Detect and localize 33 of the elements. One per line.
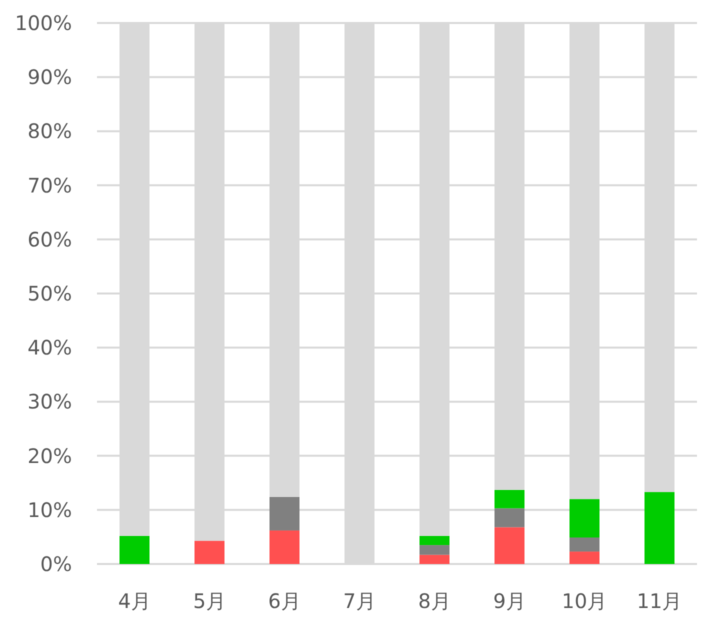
- y-tick-label: 20%: [28, 444, 72, 468]
- bar: [494, 508, 524, 528]
- bar: [494, 527, 524, 564]
- bar: [194, 540, 224, 564]
- bar: [644, 492, 674, 564]
- y-tick-label: 60%: [28, 227, 72, 252]
- x-tick-label: 11月: [636, 589, 682, 613]
- y-tick-label: 100%: [14, 11, 72, 35]
- y-tick-label: 90%: [28, 65, 72, 90]
- x-tick-label: 10月: [562, 589, 608, 613]
- x-tick-label: 8月: [418, 589, 451, 613]
- x-tick-label: 5月: [193, 589, 226, 613]
- y-tick-label: 40%: [28, 336, 72, 360]
- bar: [420, 536, 450, 546]
- x-tick-label: 9月: [493, 589, 526, 613]
- bar: [570, 499, 600, 538]
- x-tick-label: 7月: [343, 589, 376, 613]
- bar: [270, 530, 300, 564]
- y-tick-label: 30%: [28, 390, 72, 414]
- bar: [270, 496, 300, 530]
- y-tick-label: 80%: [28, 119, 72, 144]
- x-tick-label: 6月: [268, 589, 301, 613]
- bar: [570, 537, 600, 552]
- y-tick-label: 70%: [28, 173, 72, 198]
- y-tick-label: 10%: [28, 498, 72, 522]
- bar: [120, 536, 150, 564]
- x-tick-label: 4月: [118, 589, 151, 613]
- bar: [420, 554, 450, 564]
- y-tick-label: 50%: [28, 282, 72, 306]
- bar: [494, 490, 524, 508]
- bar: [570, 552, 600, 564]
- bar: [420, 545, 450, 555]
- y-tick-label: 0%: [40, 552, 72, 576]
